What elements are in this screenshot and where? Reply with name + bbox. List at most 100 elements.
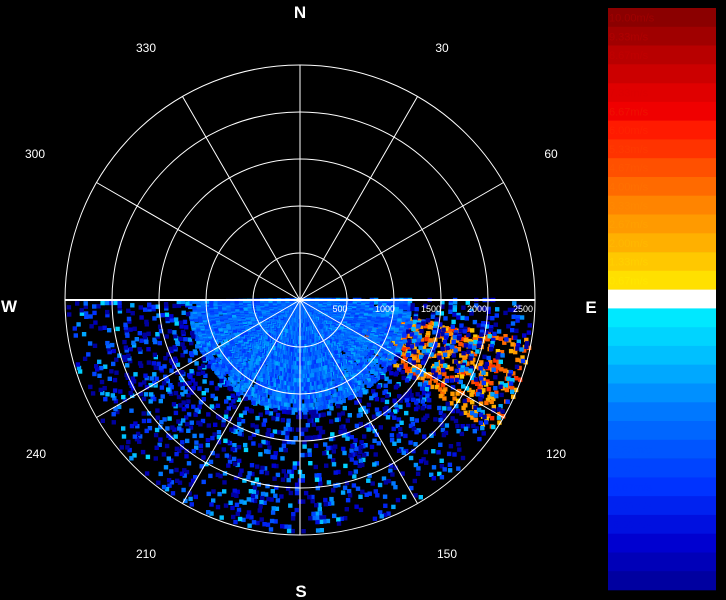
velocity-bin xyxy=(503,334,508,339)
velocity-bin xyxy=(319,401,324,406)
velocity-bin xyxy=(450,337,456,342)
velocity-bin xyxy=(292,407,297,413)
velocity-bin xyxy=(358,389,363,395)
velocity-bin xyxy=(368,364,374,369)
velocity-bin xyxy=(444,326,449,331)
velocity-bin xyxy=(371,361,377,366)
velocity-bin xyxy=(490,334,495,340)
velocity-bin xyxy=(391,355,396,360)
velocity-bin xyxy=(258,377,264,382)
velocity-bin xyxy=(449,401,454,406)
velocity-bin xyxy=(459,353,464,358)
velocity-bin xyxy=(393,363,398,368)
velocity-bin xyxy=(399,299,404,304)
velocity-bin xyxy=(475,381,480,386)
velocity-bin xyxy=(258,372,263,377)
velocity-bin xyxy=(406,311,412,316)
velocity-bin xyxy=(287,390,292,395)
velocity-bin xyxy=(226,323,231,328)
velocity-bin xyxy=(243,393,248,398)
velocity-bin xyxy=(323,387,329,392)
velocity-bin xyxy=(315,389,320,394)
velocity-bin xyxy=(223,353,228,359)
velocity-bin xyxy=(470,360,475,365)
velocity-bin xyxy=(377,326,382,331)
velocity-bin xyxy=(208,346,214,352)
velocity-bin xyxy=(433,378,438,383)
velocity-bin xyxy=(471,379,476,385)
velocity-bin xyxy=(231,380,237,385)
velocity-bin xyxy=(252,393,258,398)
velocity-bin xyxy=(245,389,250,395)
velocity-bin xyxy=(293,386,298,391)
velocity-bin xyxy=(295,382,300,387)
velocity-bin xyxy=(314,402,319,407)
velocity-bin xyxy=(394,311,399,316)
velocity-bin xyxy=(462,357,467,362)
velocity-bin xyxy=(269,381,274,387)
velocity-bin xyxy=(206,332,212,337)
radar-plot: N E S W 30 60 120 150 210 240 300 330 50… xyxy=(1,3,597,600)
velocity-bin xyxy=(243,378,248,383)
velocity-bin xyxy=(257,386,263,391)
velocity-bin xyxy=(390,348,395,354)
velocity-bin xyxy=(248,350,253,355)
velocity-bin xyxy=(379,357,385,362)
velocity-bin xyxy=(312,350,317,356)
velocity-bin xyxy=(435,342,441,348)
velocity-bin xyxy=(355,359,361,364)
velocity-bin xyxy=(456,388,462,394)
velocity-bin xyxy=(205,312,211,317)
velocity-bin xyxy=(299,373,304,379)
velocity-bin xyxy=(486,387,491,392)
velocity-bin xyxy=(267,372,272,377)
velocity-bin xyxy=(421,344,427,350)
velocity-bin xyxy=(218,310,223,315)
velocity-bin xyxy=(403,306,408,311)
velocity-bin xyxy=(241,372,247,377)
velocity-bin xyxy=(229,339,234,345)
velocity-bin xyxy=(510,342,515,347)
velocity-bin xyxy=(211,333,217,338)
velocity-bin xyxy=(394,303,400,309)
velocity-bin xyxy=(470,389,476,395)
velocity-bin xyxy=(293,348,298,353)
velocity-bin xyxy=(473,417,479,423)
velocity-bin xyxy=(494,390,499,395)
velocity-bin xyxy=(437,371,442,377)
velocity-bin xyxy=(377,346,382,351)
velocity-bin xyxy=(228,371,233,377)
velocity-bin xyxy=(269,386,274,391)
velocity-bin xyxy=(515,357,520,363)
velocity-bin xyxy=(470,415,475,420)
velocity-bin xyxy=(308,385,314,391)
velocity-bin xyxy=(224,317,229,323)
velocity-bin xyxy=(225,363,231,368)
velocity-bin xyxy=(275,396,281,402)
velocity-bin xyxy=(372,313,377,318)
velocity-bin xyxy=(427,324,432,330)
velocity-bin xyxy=(461,405,466,411)
velocity-bin xyxy=(339,394,345,400)
velocity-bin xyxy=(486,366,491,371)
velocity-bin xyxy=(261,378,266,384)
velocity-bin xyxy=(223,328,228,333)
velocity-bin xyxy=(440,382,446,388)
velocity-bin xyxy=(260,368,265,374)
velocity-bin xyxy=(308,398,314,404)
velocity-bin xyxy=(447,349,452,354)
velocity-bin xyxy=(380,313,386,319)
velocity-bin xyxy=(309,381,315,386)
velocity-bin xyxy=(233,386,238,392)
velocity-bin xyxy=(472,337,477,342)
velocity-bin xyxy=(452,345,458,351)
velocity-bin xyxy=(313,368,318,373)
velocity-bin xyxy=(463,354,468,360)
velocity-bin xyxy=(485,379,490,384)
velocity-bin xyxy=(481,388,486,393)
velocity-bin xyxy=(338,400,343,405)
velocity-bin xyxy=(325,368,331,373)
velocity-bin xyxy=(438,334,443,339)
velocity-bin xyxy=(239,375,244,380)
velocity-bin xyxy=(442,396,447,401)
